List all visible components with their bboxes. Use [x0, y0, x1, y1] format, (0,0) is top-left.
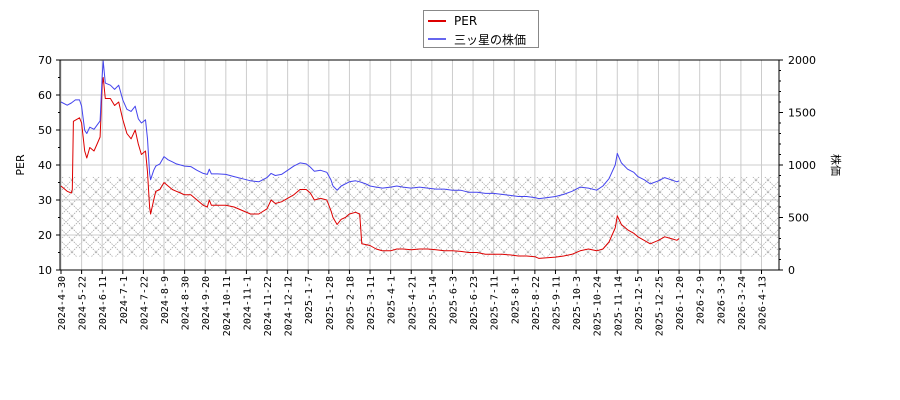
svg-text:10: 10: [38, 264, 52, 277]
svg-text:2025-11-14: 2025-11-14: [613, 276, 624, 336]
grid-lines: [60, 59, 779, 271]
svg-text:2026-1-20: 2026-1-20: [675, 276, 686, 330]
svg-text:2000: 2000: [788, 54, 816, 67]
svg-text:2024-9-20: 2024-9-20: [201, 276, 212, 330]
svg-text:50: 50: [38, 124, 52, 137]
right-y-axis: 0 500 1000 1500 2000: [779, 54, 816, 277]
svg-text:2024-8-9: 2024-8-9: [160, 276, 171, 324]
svg-text:2026-2-9: 2026-2-9: [696, 276, 707, 324]
svg-text:2025-6-3: 2025-6-3: [448, 276, 459, 324]
svg-text:2026-3-24: 2026-3-24: [737, 276, 748, 330]
svg-text:2025-7-11: 2025-7-11: [490, 276, 501, 330]
svg-text:2025-12-5: 2025-12-5: [634, 276, 645, 330]
legend: PER 三ッ星の株価: [423, 10, 539, 48]
svg-text:2025-10-3: 2025-10-3: [572, 276, 583, 330]
svg-text:2025-5-14: 2025-5-14: [428, 276, 439, 330]
svg-text:2026-3-3: 2026-3-3: [716, 276, 727, 324]
svg-text:2024-4-30: 2024-4-30: [57, 276, 68, 330]
legend-item-per: PER: [428, 13, 477, 29]
svg-text:2025-3-11: 2025-3-11: [366, 276, 377, 330]
svg-text:2024-10-11: 2024-10-11: [222, 276, 233, 336]
svg-text:0: 0: [788, 264, 795, 277]
svg-text:2025-4-21: 2025-4-21: [407, 276, 418, 330]
svg-text:2024-11-1: 2024-11-1: [242, 276, 253, 330]
svg-text:2025-9-11: 2025-9-11: [551, 276, 562, 330]
legend-label-price: 三ッ星の株価: [454, 32, 527, 47]
shaded-band: [60, 176, 779, 257]
legend-swatch-per: [428, 20, 446, 22]
price-line: [60, 60, 680, 200]
series-lines: [60, 60, 680, 259]
left-y-axis: 10 20 30 40 50 60 70: [38, 54, 60, 277]
svg-text:2025-8-1: 2025-8-1: [510, 276, 521, 324]
svg-text:2024-6-11: 2024-6-11: [98, 276, 109, 330]
svg-text:2025-10-24: 2025-10-24: [593, 276, 604, 336]
svg-text:20: 20: [38, 229, 52, 242]
legend-item-price: 三ッ星の株価: [428, 31, 526, 47]
svg-text:30: 30: [38, 194, 52, 207]
svg-text:2024-12-12: 2024-12-12: [284, 276, 295, 336]
legend-label-per: PER: [454, 14, 478, 28]
svg-text:40: 40: [38, 159, 52, 172]
left-axis-title: PER: [14, 154, 27, 176]
x-axis: 2024-4-30 2024-5-22 2024-6-11 2024-7-1 2024-…: [57, 270, 769, 336]
svg-text:2025-1-7: 2025-1-7: [304, 276, 315, 324]
svg-text:1000: 1000: [788, 159, 816, 172]
svg-text:2024-7-1: 2024-7-1: [119, 276, 130, 324]
right-axis-title: 株価: [829, 154, 843, 176]
svg-text:2024-8-30: 2024-8-30: [181, 276, 192, 330]
svg-text:2024-5-22: 2024-5-22: [78, 276, 89, 330]
svg-text:70: 70: [38, 54, 52, 67]
per-line: [60, 77, 680, 259]
svg-text:60: 60: [38, 89, 52, 102]
svg-text:500: 500: [788, 212, 809, 225]
svg-text:2024-7-22: 2024-7-22: [139, 276, 150, 330]
svg-text:2025-6-23: 2025-6-23: [469, 276, 480, 330]
svg-text:2025-4-1: 2025-4-1: [387, 276, 398, 324]
svg-text:2025-2-18: 2025-2-18: [345, 276, 356, 330]
svg-text:2024-11-22: 2024-11-22: [263, 276, 274, 336]
legend-swatch-price: [428, 38, 446, 40]
svg-text:2025-8-22: 2025-8-22: [531, 276, 542, 330]
svg-text:1500: 1500: [788, 107, 816, 120]
svg-text:2025-12-25: 2025-12-25: [654, 276, 665, 336]
svg-text:2026-4-13: 2026-4-13: [758, 276, 769, 330]
svg-text:2025-1-28: 2025-1-28: [325, 276, 336, 330]
